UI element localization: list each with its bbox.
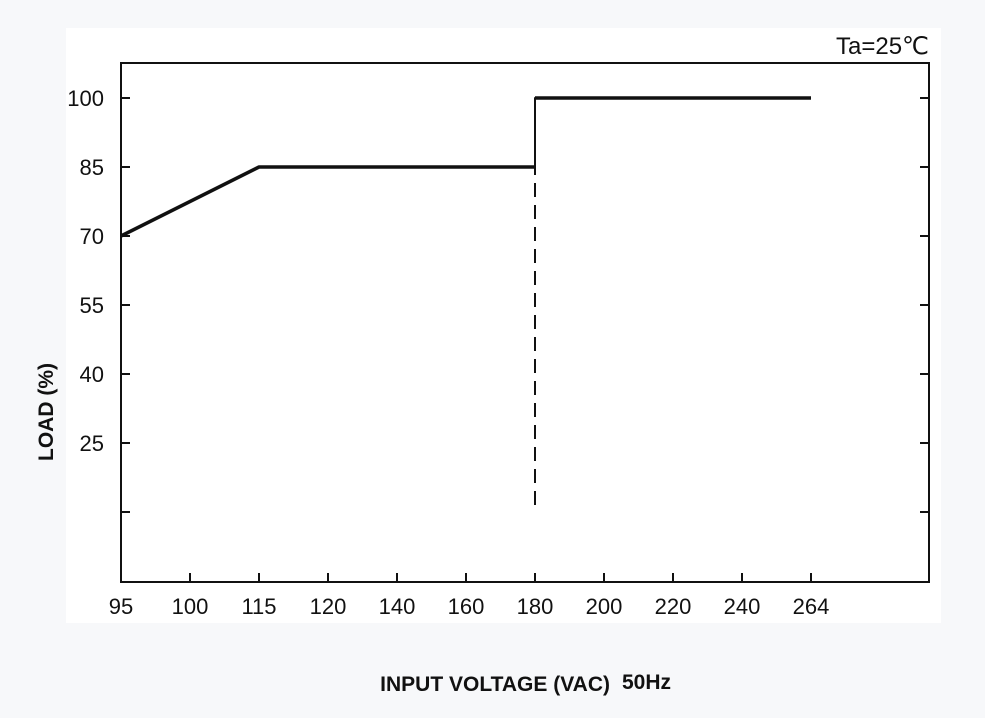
temperature-annotation: Ta=25℃ bbox=[836, 33, 929, 60]
x-tick-label: 120 bbox=[310, 594, 347, 619]
x-tick-label: 180 bbox=[517, 594, 554, 619]
labels-layer: Ta=25℃ LOAD (%) INPUT VOLTAGE (VAC) 50Hz bbox=[35, 33, 929, 696]
x-tick-label: 264 bbox=[793, 594, 830, 619]
y-tick-label: 40 bbox=[80, 362, 104, 387]
chart-background bbox=[66, 28, 941, 623]
derating-curve-series-0 bbox=[120, 165, 535, 238]
x-tick-label: 140 bbox=[379, 594, 416, 619]
x-tick-label: 240 bbox=[724, 594, 761, 619]
y-tick-label: 70 bbox=[80, 224, 104, 249]
x-tick-label: 95 bbox=[109, 594, 133, 619]
ticks-layer: 95 100 115 120 140 160 180 200 220 240 264 100 85 70 5… bbox=[67, 86, 929, 619]
y-axis-title: LOAD (%) bbox=[35, 363, 58, 461]
x-axis-frequency: 50Hz bbox=[622, 671, 671, 694]
x-tick-label: 115 bbox=[241, 594, 276, 619]
x-tick-label: 220 bbox=[655, 594, 692, 619]
x-tick-label: 200 bbox=[586, 594, 623, 619]
x-tick-label: 100 bbox=[172, 594, 209, 619]
series-layer bbox=[120, 96, 811, 512]
y-tick-label: 25 bbox=[80, 431, 104, 456]
y-tick-label: 100 bbox=[67, 86, 104, 111]
y-tick-label: 85 bbox=[80, 155, 104, 180]
y-tick-label: 55 bbox=[80, 293, 104, 318]
plot-frame bbox=[120, 62, 930, 583]
axes-layer bbox=[120, 62, 930, 583]
x-tick-label: 160 bbox=[448, 594, 485, 619]
x-axis-title: INPUT VOLTAGE (VAC) bbox=[380, 673, 610, 696]
